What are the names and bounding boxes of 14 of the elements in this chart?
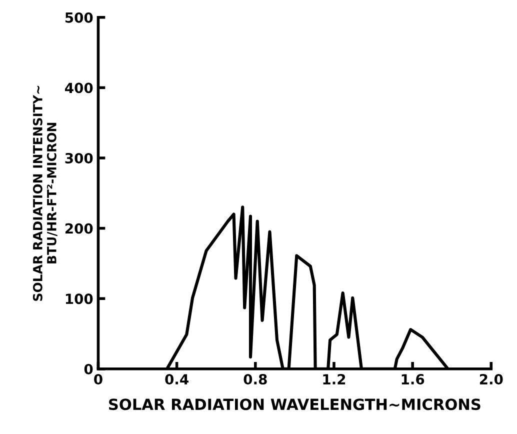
- y-tick-label: 500: [65, 12, 93, 23]
- x-tick-label: 2.0: [480, 374, 503, 385]
- y-tick-label: 100: [66, 294, 93, 304]
- x-tick-label: 0.4: [165, 374, 188, 385]
- y-tick-label: 200: [65, 223, 93, 234]
- x-tick-label: 0: [94, 374, 102, 385]
- x-tick-label: 1.2: [323, 374, 346, 384]
- y-axis-title: SOLAR RADIATION INTENSITY~ BTU/HR-FT²-MICRON: [32, 86, 58, 301]
- x-axis-title: SOLAR RADIATION WAVELENGTH~MICRONS: [109, 398, 480, 410]
- x-tick-label: 1.6: [402, 374, 424, 385]
- y-tick-label: 400: [65, 82, 93, 94]
- x-tick-label: 0.8: [244, 374, 267, 385]
- y-tick-label: 300: [65, 152, 93, 164]
- y-tick-label: 0: [84, 364, 93, 374]
